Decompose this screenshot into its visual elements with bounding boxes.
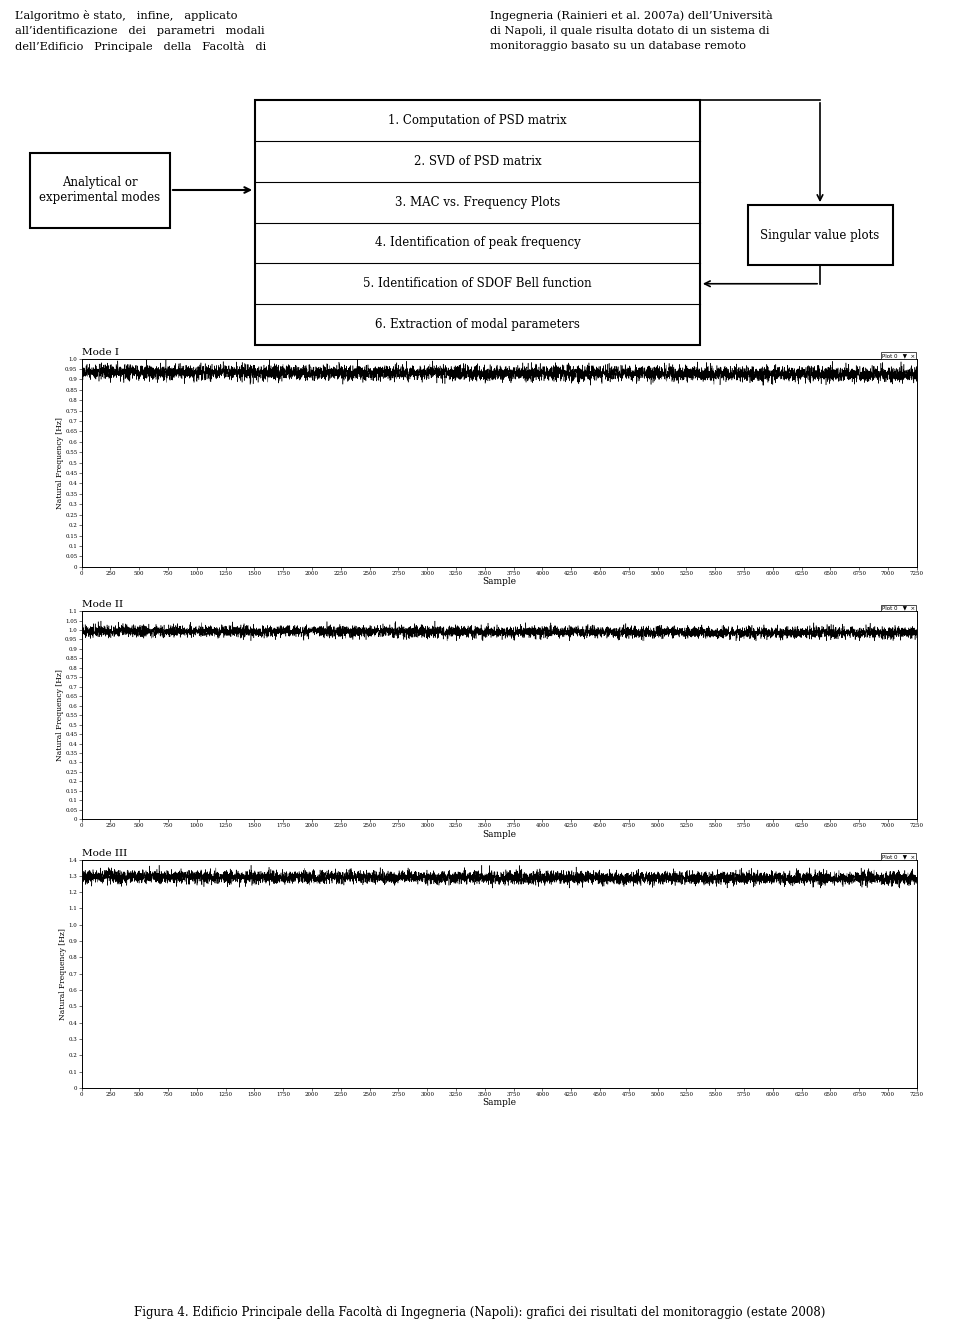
Text: Mode II: Mode II [82, 600, 123, 610]
X-axis label: Sample: Sample [482, 1099, 516, 1108]
Bar [255, 99, 700, 345]
Text: 2. SVD of PSD matrix: 2. SVD of PSD matrix [414, 154, 541, 168]
X-axis label: Sample: Sample [482, 577, 516, 587]
Y-axis label: Natural Frequency [Hz]: Natural Frequency [Hz] [56, 416, 63, 509]
Text: Plot 0   ▼  ×: Plot 0 ▼ × [882, 854, 915, 860]
Text: 3. MAC vs. Frequency Plots: 3. MAC vs. Frequency Plots [395, 196, 560, 208]
Text: 5. Identification of SDOF Bell function: 5. Identification of SDOF Bell function [363, 277, 591, 290]
Text: Mode I: Mode I [82, 348, 119, 357]
Text: 4. Identification of peak frequency: 4. Identification of peak frequency [374, 236, 581, 250]
Y-axis label: Natural Frequency [Hz]: Natural Frequency [Hz] [60, 928, 67, 1019]
Text: Plot 0   ▼  ×: Plot 0 ▼ × [882, 353, 915, 359]
Text: Figura 3. AFDD-T: algoritmo per il monitoraggio automatico dei parametri modali: Figura 3. AFDD-T: algoritmo per il monit… [235, 365, 725, 377]
Y-axis label: Natural Frequency [Hz]: Natural Frequency [Hz] [56, 669, 63, 761]
Bar [748, 205, 893, 265]
Text: Ingegneria (Rainieri et al. 2007a) dell’Università
di Napoli, il quale risulta d: Ingegneria (Rainieri et al. 2007a) dell’… [490, 9, 773, 51]
Bar [30, 153, 170, 227]
Text: Plot 0   ▼  ×: Plot 0 ▼ × [882, 606, 915, 611]
Text: Figura 4. Edificio Principale della Facoltà di Ingegneria (Napoli): grafici dei : Figura 4. Edificio Principale della Faco… [134, 1305, 826, 1319]
Text: Analytical or
experimental modes: Analytical or experimental modes [39, 176, 160, 204]
Text: 6. Extraction of modal parameters: 6. Extraction of modal parameters [375, 318, 580, 332]
Text: Mode III: Mode III [82, 849, 127, 858]
Text: L’algoritmo è stato,   infine,   applicato
all’identificazione   dei   parametri: L’algoritmo è stato, infine, applicato a… [15, 9, 266, 52]
Text: 1. Computation of PSD matrix: 1. Computation of PSD matrix [388, 114, 566, 128]
Text: Singular value plots: Singular value plots [760, 228, 879, 242]
X-axis label: Sample: Sample [482, 830, 516, 839]
